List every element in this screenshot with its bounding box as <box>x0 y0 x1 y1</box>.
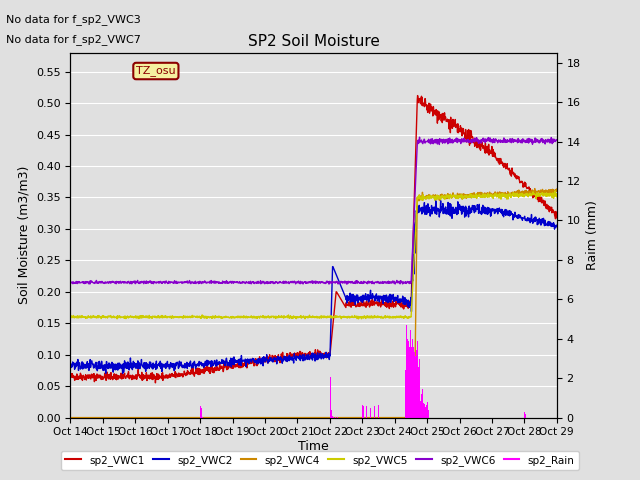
Y-axis label: Soil Moisture (m3/m3): Soil Moisture (m3/m3) <box>17 166 30 304</box>
Text: No data for f_sp2_VWC7: No data for f_sp2_VWC7 <box>6 34 141 45</box>
Title: SP2 Soil Moisture: SP2 Soil Moisture <box>248 34 380 49</box>
Text: TZ_osu: TZ_osu <box>136 66 176 76</box>
Text: No data for f_sp2_VWC3: No data for f_sp2_VWC3 <box>6 14 141 25</box>
Legend: sp2_VWC1, sp2_VWC2, sp2_VWC4, sp2_VWC5, sp2_VWC6, sp2_Rain: sp2_VWC1, sp2_VWC2, sp2_VWC4, sp2_VWC5, … <box>61 451 579 470</box>
Y-axis label: Raim (mm): Raim (mm) <box>586 200 599 270</box>
X-axis label: Time: Time <box>298 440 329 453</box>
